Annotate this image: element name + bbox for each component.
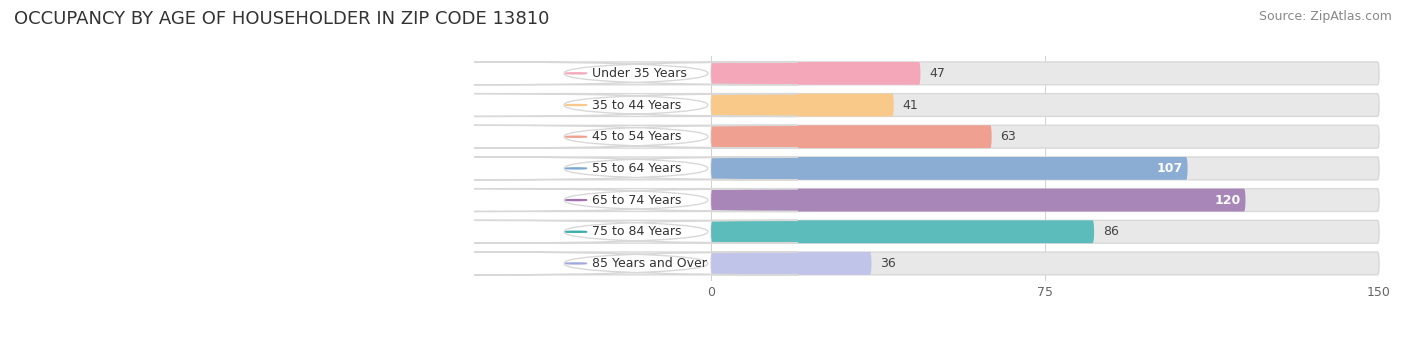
FancyBboxPatch shape bbox=[474, 157, 799, 180]
Circle shape bbox=[565, 168, 586, 169]
FancyBboxPatch shape bbox=[474, 189, 799, 211]
Text: 63: 63 bbox=[1001, 130, 1017, 143]
FancyBboxPatch shape bbox=[711, 252, 872, 275]
Text: 85 Years and Over: 85 Years and Over bbox=[592, 257, 707, 270]
Text: Source: ZipAtlas.com: Source: ZipAtlas.com bbox=[1258, 10, 1392, 23]
Text: 45 to 54 Years: 45 to 54 Years bbox=[592, 130, 682, 143]
Text: Under 35 Years: Under 35 Years bbox=[592, 67, 688, 80]
Text: 107: 107 bbox=[1157, 162, 1182, 175]
Text: 65 to 74 Years: 65 to 74 Years bbox=[592, 194, 682, 207]
Text: 120: 120 bbox=[1215, 194, 1241, 207]
FancyBboxPatch shape bbox=[711, 220, 1379, 243]
FancyBboxPatch shape bbox=[474, 125, 799, 148]
FancyBboxPatch shape bbox=[711, 94, 1379, 116]
FancyBboxPatch shape bbox=[711, 220, 1094, 243]
Text: 86: 86 bbox=[1102, 225, 1119, 238]
Circle shape bbox=[565, 263, 586, 264]
Text: 47: 47 bbox=[929, 67, 945, 80]
Circle shape bbox=[565, 231, 586, 232]
FancyBboxPatch shape bbox=[474, 252, 799, 275]
FancyBboxPatch shape bbox=[474, 94, 799, 116]
Text: 36: 36 bbox=[880, 257, 896, 270]
Text: 55 to 64 Years: 55 to 64 Years bbox=[592, 162, 682, 175]
FancyBboxPatch shape bbox=[474, 62, 799, 85]
FancyBboxPatch shape bbox=[711, 94, 894, 116]
Text: OCCUPANCY BY AGE OF HOUSEHOLDER IN ZIP CODE 13810: OCCUPANCY BY AGE OF HOUSEHOLDER IN ZIP C… bbox=[14, 10, 550, 28]
Text: 41: 41 bbox=[903, 99, 918, 112]
Circle shape bbox=[565, 136, 586, 137]
FancyBboxPatch shape bbox=[711, 252, 1379, 275]
Text: 35 to 44 Years: 35 to 44 Years bbox=[592, 99, 682, 112]
FancyBboxPatch shape bbox=[711, 189, 1246, 211]
FancyBboxPatch shape bbox=[711, 62, 921, 85]
FancyBboxPatch shape bbox=[711, 125, 991, 148]
FancyBboxPatch shape bbox=[711, 125, 1379, 148]
Text: 75 to 84 Years: 75 to 84 Years bbox=[592, 225, 682, 238]
FancyBboxPatch shape bbox=[711, 157, 1188, 180]
FancyBboxPatch shape bbox=[711, 62, 1379, 85]
FancyBboxPatch shape bbox=[711, 189, 1379, 211]
FancyBboxPatch shape bbox=[711, 157, 1379, 180]
Circle shape bbox=[565, 199, 586, 201]
Circle shape bbox=[565, 73, 586, 74]
FancyBboxPatch shape bbox=[474, 220, 799, 243]
